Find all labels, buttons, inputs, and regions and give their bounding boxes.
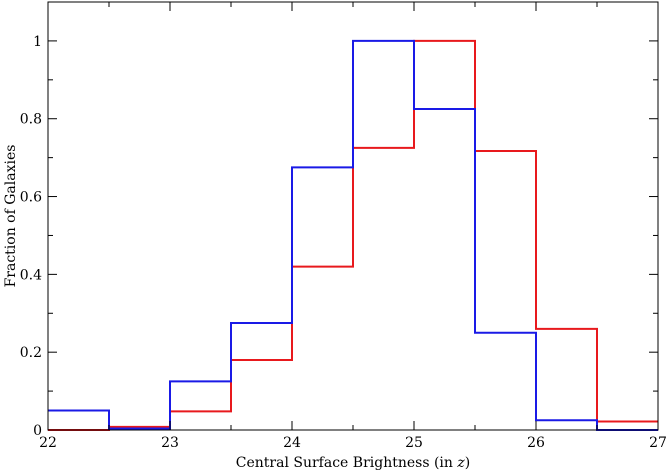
x-axis: 22 23 24 25 26 27 [39,2,667,451]
series-layer [48,39,658,431]
y-tick-label: 0.2 [20,345,42,361]
y-tick-label: 0.8 [20,112,42,128]
y-tick-label: 0.6 [20,190,42,206]
y-tick-label: 1 [33,34,42,50]
x-tick-label: 24 [283,435,301,451]
y-tick-label: 0 [33,423,42,439]
x-tick-label: 25 [405,435,423,451]
x-tick-label: 27 [649,435,667,451]
x-axis-title: Central Surface Brightness (in z) [236,455,470,471]
y-axis: 0 0.2 0.4 0.6 0.8 1 [20,1,658,439]
x-tick-label: 26 [527,435,545,451]
x-tick-label: 22 [39,435,57,451]
y-tick-label: 0.4 [20,267,42,283]
y-axis-title: Fraction of Galaxies [3,145,19,288]
x-tick-label: 23 [161,435,179,451]
series-line-2 [48,39,658,431]
